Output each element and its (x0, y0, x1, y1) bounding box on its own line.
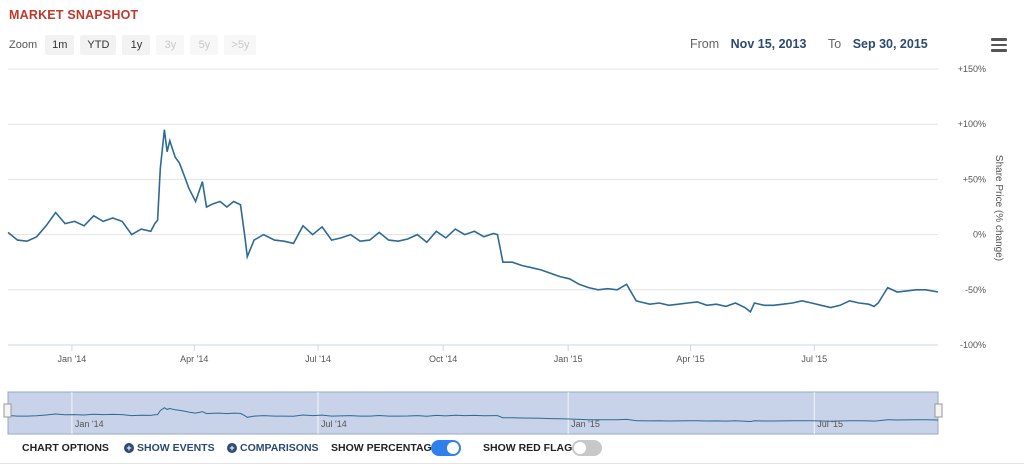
zoom-1y-button[interactable]: 1y (122, 35, 151, 55)
chart-options-bar: CHART OPTIONS + SHOW EVENTS + COMPARISON… (0, 436, 1024, 464)
x-tick-label: Jan '15 (554, 354, 583, 364)
page-title: MARKET SNAPSHOT (9, 8, 139, 22)
range-from: From Nov 15, 2013 (690, 37, 806, 51)
y-tick-label: 0% (973, 230, 986, 240)
navigator-left-handle[interactable] (3, 403, 12, 418)
navigator-labels: Jan '14 Jul '14 Jan '15 Jul '15 (75, 419, 843, 429)
range-from-input[interactable]: Nov 15, 2013 (730, 37, 807, 51)
y-axis: +150% +100% +50% 0% -50% -100% (958, 64, 986, 350)
x-tick-label: Apr '14 (180, 354, 208, 364)
show-events-button[interactable]: + SHOW EVENTS (124, 442, 215, 454)
zoom-max-button: >5y (224, 35, 257, 55)
range-to-input[interactable]: Sep 30, 2015 (852, 37, 928, 51)
zoom-ytd-button[interactable]: YTD (80, 35, 117, 55)
zoom-3y-button: 3y (156, 35, 185, 55)
x-axis: Jan '14 Apr '14 Jul '14 Oct '14 Jan '15 Apr '… (58, 345, 827, 364)
chart-options-heading: CHART OPTIONS (22, 442, 109, 454)
price-series-line (7, 129, 939, 314)
navigator-label: Jan '15 (571, 419, 600, 429)
navigator-right-handle[interactable] (934, 403, 943, 418)
range-to: To Sep 30, 2015 (828, 37, 928, 51)
y-tick-label: +50% (963, 174, 986, 184)
show-percentage-label: SHOW PERCENTAGE (331, 442, 439, 454)
comparisons-button[interactable]: + COMPARISONS (227, 442, 319, 454)
x-tick-label: Jul '14 (305, 354, 331, 364)
navigator[interactable]: Jan '14 Jul '14 Jan '15 Jul '15 (3, 391, 943, 435)
show-events-label: SHOW EVENTS (137, 442, 215, 454)
toggle-knob (447, 442, 459, 454)
x-tick-label: Jan '14 (58, 354, 87, 364)
chart-gridlines (8, 68, 938, 346)
navigator-label: Jul '14 (321, 419, 347, 429)
hamburger-menu-icon[interactable] (991, 38, 1007, 52)
price-chart: Jan '14 Apr '14 Jul '14 Oct '14 Jan '15 Apr '… (3, 64, 1004, 435)
zoom-label: Zoom (9, 39, 38, 51)
y-tick-label: +150% (958, 64, 986, 74)
x-tick-label: Jul '15 (801, 354, 827, 364)
y-tick-label: +100% (958, 119, 986, 129)
range-to-label: To (828, 37, 842, 51)
y-tick-label: -100% (960, 340, 986, 350)
zoom-5y-button: 5y (190, 35, 219, 55)
navigator-label: Jan '14 (75, 419, 104, 429)
show-red-flags-toggle[interactable] (572, 440, 602, 456)
zoom-bar: Zoom 1m YTD 1y 3y 5y >5y (9, 35, 257, 55)
navigator-selection[interactable] (7, 391, 939, 435)
y-tick-label: -50% (965, 285, 986, 295)
comparisons-label: COMPARISONS (240, 442, 319, 454)
x-tick-label: Oct '14 (429, 354, 457, 364)
navigator-label: Jul '15 (817, 419, 843, 429)
navigator-series-line (7, 407, 939, 423)
range-from-label: From (690, 37, 720, 51)
y-axis-title: Share Price (% change) (993, 155, 1004, 261)
plus-circle-icon: + (124, 443, 134, 453)
toggle-knob (574, 442, 586, 454)
navigator-gridlines (71, 392, 815, 434)
zoom-1m-button[interactable]: 1m (45, 35, 75, 55)
plus-circle-icon: + (227, 443, 237, 453)
show-percentage-toggle[interactable] (431, 440, 461, 456)
x-tick-label: Apr '15 (676, 354, 704, 364)
show-red-flags-label: SHOW RED FLAGS (483, 442, 580, 454)
